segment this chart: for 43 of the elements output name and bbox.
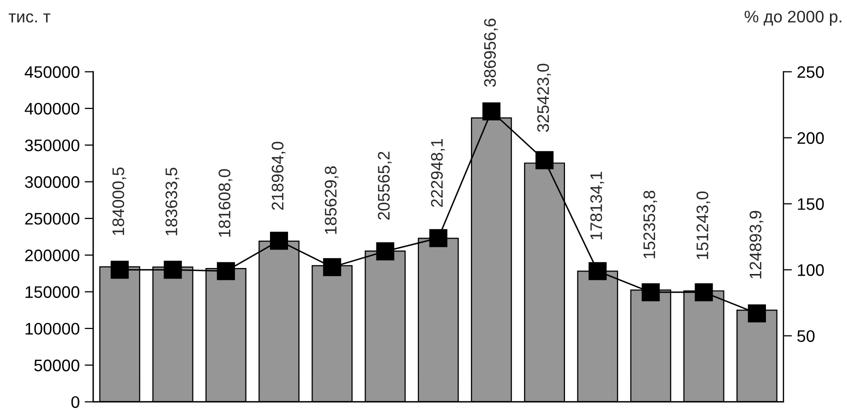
data-label: 205565,2 <box>378 152 392 220</box>
point <box>270 232 288 250</box>
y-tick-label: 250000 <box>25 212 80 225</box>
y2-tick-label: 100 <box>798 264 824 276</box>
y2-tick-label: 50 <box>797 330 815 342</box>
point <box>588 262 607 280</box>
point <box>482 102 500 120</box>
point <box>376 242 394 260</box>
data-label: 184000,5 <box>112 167 126 236</box>
data-label: 218964,0 <box>272 142 286 210</box>
point <box>535 151 554 170</box>
y2-tick-label: 200 <box>798 132 824 144</box>
data-label: 325423,0 <box>537 64 551 132</box>
data-label: 151243,0 <box>696 191 710 260</box>
point <box>694 283 713 302</box>
y-tick-label: 300000 <box>25 176 80 188</box>
y-tick-label: 350000 <box>25 139 80 152</box>
y2-axis-title: % до 2000 р. <box>744 10 842 26</box>
data-label: 222948,1 <box>430 139 445 207</box>
point <box>110 260 129 279</box>
data-label: 152353,8 <box>643 190 658 258</box>
y2-tick-label: 250 <box>798 66 824 78</box>
y-tick-label: 400000 <box>24 102 80 115</box>
data-label: 181608,0 <box>218 169 232 237</box>
data-label: 178134,1 <box>590 172 604 240</box>
point <box>323 258 342 276</box>
y-tick-label: 450000 <box>24 66 80 78</box>
point <box>429 229 448 248</box>
data-label: 185629,8 <box>324 166 339 234</box>
data-label: 183633,5 <box>165 168 180 236</box>
point <box>216 262 235 280</box>
point <box>748 304 766 322</box>
data-label: 124893,9 <box>750 210 764 278</box>
y-tick-label: 150000 <box>26 286 80 298</box>
y-axis-title: тис. т <box>8 13 50 22</box>
y-tick-label: 0 <box>71 396 80 408</box>
y2-tick-label: 150 <box>798 198 824 210</box>
y-tick-label: 200000 <box>25 250 80 262</box>
point <box>164 260 182 279</box>
data-label: 386956,6 <box>484 18 498 87</box>
y-tick-label: 100000 <box>26 322 80 335</box>
y-tick-label: 50000 <box>34 360 80 372</box>
point <box>642 283 660 302</box>
